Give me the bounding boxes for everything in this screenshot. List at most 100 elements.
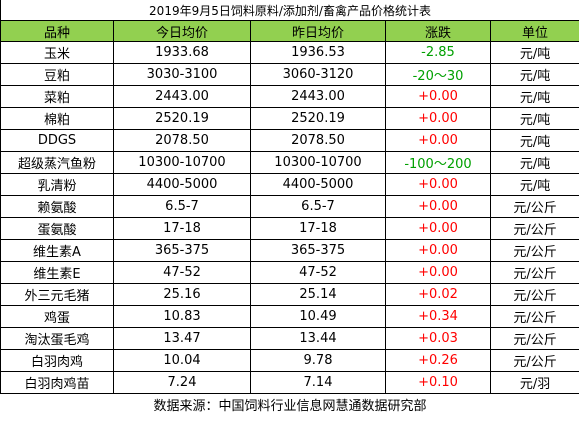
header-cell: 昨日均价 <box>250 20 386 42</box>
change-cell: +0.34 <box>385 305 491 328</box>
data-row: 超级蒸汽鱼粉 10300-10700 10300-10700 -100～200 元/吨 <box>0 151 579 174</box>
cell: 2520.19 <box>113 107 251 130</box>
cell: 鸡蛋 <box>0 305 114 328</box>
cell: 元/吨 <box>489 85 579 108</box>
change-cell: +0.00 <box>385 85 491 108</box>
cell: 17-18 <box>113 217 251 240</box>
cell: 豆粕 <box>0 63 114 86</box>
data-row: 维生素E 47-52 47-52 +0.00 元/公斤 <box>0 261 579 284</box>
cell: 元/吨 <box>489 107 579 130</box>
change-cell: +0.00 <box>385 261 491 284</box>
cell: 47-52 <box>113 261 251 284</box>
cell: 乳清粉 <box>0 173 114 196</box>
change-cell: +0.02 <box>385 283 491 306</box>
change-cell: +0.00 <box>385 239 491 262</box>
data-row: 豆粕 3030-3100 3060-3120 -20～30 元/吨 <box>0 63 579 86</box>
cell: 13.47 <box>113 327 251 350</box>
data-row: 赖氨酸 6.5-7 6.5-7 +0.00 元/公斤 <box>0 195 579 218</box>
header-cell: 品种 <box>0 20 114 42</box>
cell: 维生素A <box>0 239 114 262</box>
data-row: DDGS 2078.50 2078.50 +0.00 元/吨 <box>0 129 579 152</box>
cell: 10300-10700 <box>250 151 386 174</box>
cell: 25.16 <box>113 283 251 306</box>
cell: 2078.50 <box>113 129 251 152</box>
cell: 2443.00 <box>250 85 386 108</box>
cell: 超级蒸汽鱼粉 <box>0 151 114 174</box>
cell: 元/公斤 <box>489 349 579 372</box>
data-row: 蛋氨酸 17-18 17-18 +0.00 元/公斤 <box>0 217 579 240</box>
change-cell: -20～30 <box>385 63 491 86</box>
data-row: 白羽肉鸡苗 7.24 7.14 +0.10 元/羽 <box>0 371 579 394</box>
change-cell: +0.10 <box>385 371 491 394</box>
cell: 元/吨 <box>489 151 579 174</box>
cell: 外三元毛猪 <box>0 283 114 306</box>
cell: 元/羽 <box>489 371 579 394</box>
data-row: 外三元毛猪 25.16 25.14 +0.02 元/公斤 <box>0 283 579 306</box>
table-title: 2019年9月5日饲料原料/添加剂/畜禽产品价格统计表 <box>0 0 579 21</box>
cell: 白羽肉鸡苗 <box>0 371 114 394</box>
cell: 10.83 <box>113 305 251 328</box>
source-note: 数据来源：中国饲料行业信息网慧通数据研究部 <box>153 398 427 414</box>
cell: 17-18 <box>250 217 386 240</box>
cell: 元/吨 <box>489 41 579 64</box>
change-cell: +0.00 <box>385 107 491 130</box>
data-row: 鸡蛋 10.83 10.49 +0.34 元/公斤 <box>0 305 579 328</box>
title-row: 2019年9月5日饲料原料/添加剂/畜禽产品价格统计表 <box>0 0 579 21</box>
cell: 7.14 <box>250 371 386 394</box>
cell: 2078.50 <box>250 129 386 152</box>
change-cell: -2.85 <box>385 41 491 64</box>
cell: DDGS <box>0 129 114 152</box>
cell: 元/公斤 <box>489 305 579 328</box>
cell: 元/公斤 <box>489 283 579 306</box>
data-row: 菜粕 2443.00 2443.00 +0.00 元/吨 <box>0 85 579 108</box>
cell: 9.78 <box>250 349 386 372</box>
cell: 赖氨酸 <box>0 195 114 218</box>
cell: 25.14 <box>250 283 386 306</box>
cell: 元/公斤 <box>489 195 579 218</box>
cell: 6.5-7 <box>113 195 251 218</box>
cell: 4400-5000 <box>250 173 386 196</box>
data-row: 乳清粉 4400-5000 4400-5000 +0.00 元/吨 <box>0 173 579 196</box>
cell: 10300-10700 <box>113 151 251 174</box>
cell: 维生素E <box>0 261 114 284</box>
change-cell: +0.00 <box>385 217 491 240</box>
cell: 元/公斤 <box>489 239 579 262</box>
header-cell: 涨跌 <box>385 20 491 42</box>
cell: 元/公斤 <box>489 217 579 240</box>
cell: 2443.00 <box>113 85 251 108</box>
cell: 3030-3100 <box>113 63 251 86</box>
cell: 玉米 <box>0 41 114 64</box>
cell: 1936.53 <box>250 41 386 64</box>
cell: 3060-3120 <box>250 63 386 86</box>
price-table: 2019年9月5日饲料原料/添加剂/畜禽产品价格统计表 品种 今日均价 昨日均价 涨跌… <box>0 0 579 414</box>
change-cell: -100～200 <box>385 151 491 174</box>
cell: 元/吨 <box>489 173 579 196</box>
cell: 10.04 <box>113 349 251 372</box>
footer-row: 数据来源：中国饲料行业信息网慧通数据研究部 <box>1 394 579 415</box>
header-row: 品种 今日均价 昨日均价 涨跌 单位 <box>0 20 579 42</box>
cell: 元/公斤 <box>489 327 579 350</box>
data-row: 淘汰蛋毛鸡 13.47 13.44 +0.03 元/公斤 <box>0 327 579 350</box>
table-body: 2019年9月5日饲料原料/添加剂/畜禽产品价格统计表 品种 今日均价 昨日均价 涨跌… <box>0 0 579 415</box>
cell: 白羽肉鸡 <box>0 349 114 372</box>
cell: 蛋氨酸 <box>0 217 114 240</box>
cell: 1933.68 <box>113 41 251 64</box>
data-row: 棉粕 2520.19 2520.19 +0.00 元/吨 <box>0 107 579 130</box>
cell: 365-375 <box>113 239 251 262</box>
cell: 4400-5000 <box>113 173 251 196</box>
cell: 元/吨 <box>489 129 579 152</box>
cell: 棉粕 <box>0 107 114 130</box>
cell: 元/公斤 <box>489 261 579 284</box>
cell: 淘汰蛋毛鸡 <box>0 327 114 350</box>
cell: 365-375 <box>250 239 386 262</box>
change-cell: +0.26 <box>385 349 491 372</box>
change-cell: +0.00 <box>385 129 491 152</box>
cell: 6.5-7 <box>250 195 386 218</box>
cell: 菜粕 <box>0 85 114 108</box>
cell: 7.24 <box>113 371 251 394</box>
data-row: 白羽肉鸡 10.04 9.78 +0.26 元/公斤 <box>0 349 579 372</box>
cell: 10.49 <box>250 305 386 328</box>
cell: 2520.19 <box>250 107 386 130</box>
cell: 47-52 <box>250 261 386 284</box>
